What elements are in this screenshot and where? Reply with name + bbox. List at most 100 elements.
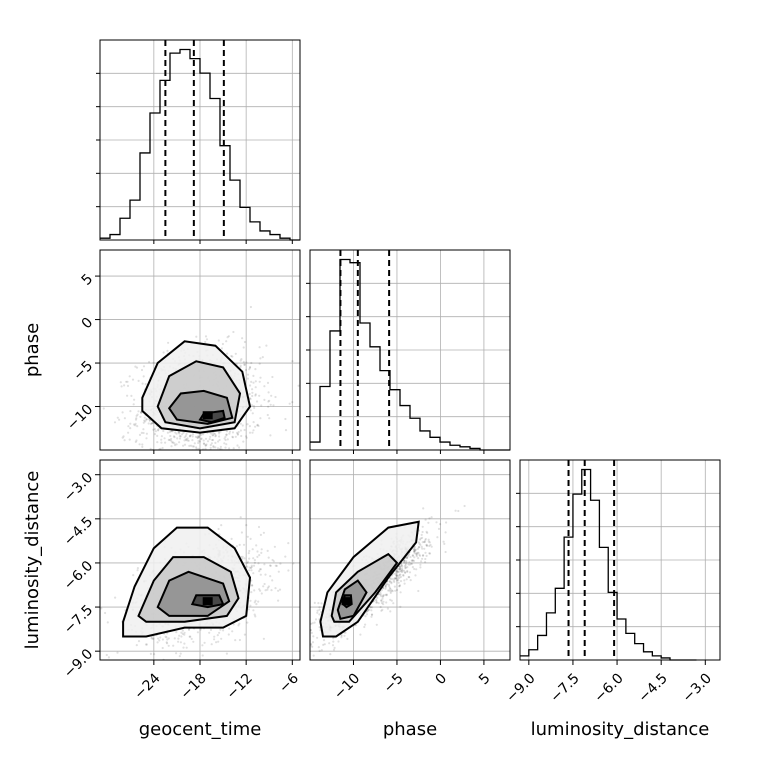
scatter-point <box>269 564 272 567</box>
scatter-point <box>205 338 209 341</box>
scatter-point <box>343 634 346 637</box>
scatter-point <box>259 417 262 420</box>
scatter-point <box>246 535 249 538</box>
scatter-point <box>196 467 198 469</box>
scatter-point <box>228 430 232 433</box>
scatter-point <box>364 623 367 626</box>
scatter-point <box>168 430 171 434</box>
scatter-point <box>320 649 323 652</box>
scatter-point <box>257 562 260 565</box>
scatter-point <box>396 588 399 592</box>
scatter-point <box>245 524 248 527</box>
scatter-point <box>399 565 402 569</box>
scatter-point <box>411 559 414 562</box>
scatter-point <box>243 363 246 366</box>
y-tick-label-luminosity_distance: −3.0 <box>61 470 96 505</box>
scatter-point <box>385 593 388 596</box>
scatter-point <box>241 557 244 560</box>
scatter-point <box>172 435 176 438</box>
y-axis-label-luminosity_distance: luminosity_distance <box>22 471 43 650</box>
scatter-point <box>160 438 163 441</box>
joint-content <box>293 460 510 664</box>
scatter-point <box>142 375 145 378</box>
scatter-point <box>188 434 192 438</box>
scatter-point <box>151 637 154 640</box>
scatter-point <box>141 443 144 446</box>
scatter-point <box>250 591 253 594</box>
x-tick-label-phase: −5 <box>381 670 407 696</box>
scatter-point <box>463 504 466 508</box>
scatter-point <box>253 406 256 409</box>
scatter-point <box>177 431 180 434</box>
scatter-point <box>398 585 401 588</box>
scatter-point <box>370 609 373 612</box>
scatter-point <box>151 421 154 425</box>
scatter-point <box>194 435 197 438</box>
scatter-point <box>145 469 147 471</box>
scatter-point <box>134 424 137 427</box>
scatter-point <box>202 439 205 442</box>
scatter-point <box>428 517 431 520</box>
scatter-point <box>408 571 412 574</box>
density-peak <box>341 597 352 606</box>
scatter-point <box>153 428 157 431</box>
scatter-point <box>256 423 259 426</box>
scatter-point <box>180 452 182 454</box>
scatter-point <box>161 446 164 450</box>
scatter-point <box>209 435 212 438</box>
scatter-point <box>145 418 148 421</box>
scatter-point <box>135 417 138 420</box>
scatter-point <box>266 413 269 417</box>
scatter-point <box>190 637 193 641</box>
scatter-point <box>370 613 374 616</box>
scatter-point <box>236 432 240 435</box>
scatter-point <box>385 601 388 604</box>
scatter-point <box>293 662 295 664</box>
scatter-point <box>239 364 242 367</box>
scatter-point <box>329 653 332 656</box>
scatter-point <box>239 429 242 432</box>
scatter-point <box>166 638 169 641</box>
scatter-point <box>250 569 253 572</box>
scatter-point <box>142 428 145 431</box>
scatter-point <box>380 599 383 602</box>
scatter-point <box>399 573 402 576</box>
scatter-point <box>212 432 215 435</box>
scatter-point <box>382 594 385 597</box>
scatter-point <box>313 621 316 624</box>
scatter-point <box>328 642 331 645</box>
scatter-point <box>387 583 390 586</box>
scatter-point <box>136 567 139 570</box>
scatter-point <box>157 637 160 640</box>
scatter-point <box>137 410 140 413</box>
scatter-point <box>406 556 409 559</box>
scatter-point <box>404 566 407 569</box>
scatter-point <box>404 571 407 574</box>
scatter-point <box>417 557 420 560</box>
scatter-point <box>311 645 314 648</box>
scatter-point <box>232 623 235 626</box>
scatter-point <box>183 443 187 446</box>
scatter-point <box>118 418 121 421</box>
scatter-point <box>277 570 280 573</box>
scatter-point <box>178 655 181 658</box>
scatter-point <box>160 435 163 438</box>
scatter-point <box>435 521 438 524</box>
scatter-point <box>399 567 402 571</box>
scatter-point <box>151 422 154 425</box>
scatter-point <box>250 404 254 407</box>
scatter-point <box>428 552 431 555</box>
scatter-point <box>413 548 417 551</box>
scatter-point <box>140 411 143 414</box>
scatter-point <box>384 593 387 596</box>
scatter-point <box>389 610 392 613</box>
scatter-point <box>134 422 137 425</box>
scatter-point <box>183 436 186 439</box>
scatter-point <box>419 566 422 569</box>
scatter-point <box>214 435 217 438</box>
scatter-point <box>178 453 180 455</box>
scatter-point <box>140 431 143 434</box>
scatter-point <box>424 551 427 554</box>
scatter-point <box>172 441 175 444</box>
scatter-point <box>175 432 178 435</box>
